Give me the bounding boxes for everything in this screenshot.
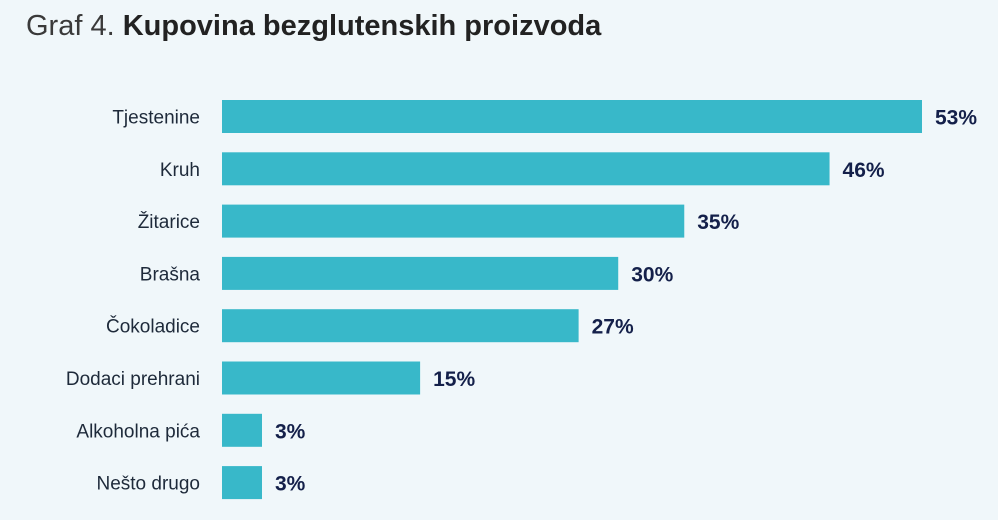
value-label: 15% [433, 368, 475, 391]
category-label: Čokoladice [106, 316, 200, 338]
category-label: Nešto drugo [96, 474, 200, 495]
chart-title: Graf 4. Kupovina bezglutenskih proizvoda [26, 10, 601, 43]
bar [222, 309, 579, 343]
category-label: Dodaci prehrani [66, 369, 200, 390]
category-label: Žitarice [138, 211, 200, 233]
chart-title-prefix: Graf 4. [26, 10, 115, 42]
category-label: Alkoholna pića [76, 421, 200, 442]
category-label: Brašna [140, 264, 201, 285]
value-label: 30% [631, 263, 673, 286]
bar [222, 413, 262, 447]
bar [222, 361, 421, 395]
value-label: 27% [592, 316, 634, 339]
chart-title-main: Kupovina bezglutenskih proizvoda [122, 10, 602, 42]
category-label: Tjestenine [112, 108, 200, 129]
bar [222, 466, 262, 500]
value-label: 53% [935, 107, 977, 130]
bar [222, 204, 685, 238]
category-label: Kruh [160, 160, 200, 181]
value-label: 35% [697, 211, 739, 234]
value-label: 3% [275, 473, 306, 496]
bar [222, 100, 922, 133]
bar [222, 152, 830, 186]
value-label: 3% [275, 420, 306, 443]
value-label: 46% [843, 159, 885, 182]
bar [222, 256, 619, 290]
